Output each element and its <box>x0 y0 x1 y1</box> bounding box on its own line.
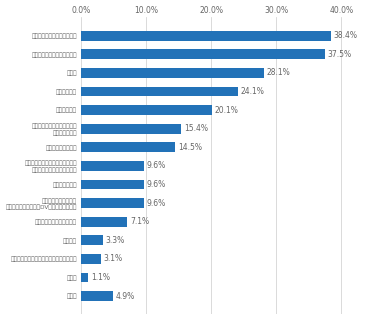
Text: 28.1%: 28.1% <box>267 68 290 77</box>
Text: 4.9%: 4.9% <box>116 292 135 300</box>
Bar <box>81 50 325 59</box>
Bar <box>81 142 175 152</box>
Bar <box>81 161 144 171</box>
Text: 38.4%: 38.4% <box>333 31 358 40</box>
Bar <box>81 180 144 189</box>
Bar <box>81 87 238 96</box>
Text: 9.6%: 9.6% <box>146 180 166 189</box>
Bar <box>81 291 113 301</box>
Bar <box>81 105 212 115</box>
Bar <box>81 217 127 227</box>
Text: 24.1%: 24.1% <box>241 87 264 96</box>
Text: 7.1%: 7.1% <box>130 217 149 226</box>
Text: 1.1%: 1.1% <box>91 273 110 282</box>
Text: 9.6%: 9.6% <box>146 161 166 170</box>
Bar <box>81 198 144 208</box>
Text: 14.5%: 14.5% <box>178 143 202 152</box>
Text: 37.5%: 37.5% <box>328 50 352 59</box>
Text: 3.1%: 3.1% <box>104 254 123 263</box>
Text: 3.3%: 3.3% <box>105 236 125 245</box>
Bar <box>81 236 103 245</box>
Text: 9.6%: 9.6% <box>146 199 166 208</box>
Bar <box>81 31 331 41</box>
Text: 20.1%: 20.1% <box>214 106 238 115</box>
Bar <box>81 273 88 282</box>
Bar <box>81 124 181 133</box>
Bar <box>81 254 101 264</box>
Bar <box>81 68 264 78</box>
Text: 15.4%: 15.4% <box>184 124 208 133</box>
